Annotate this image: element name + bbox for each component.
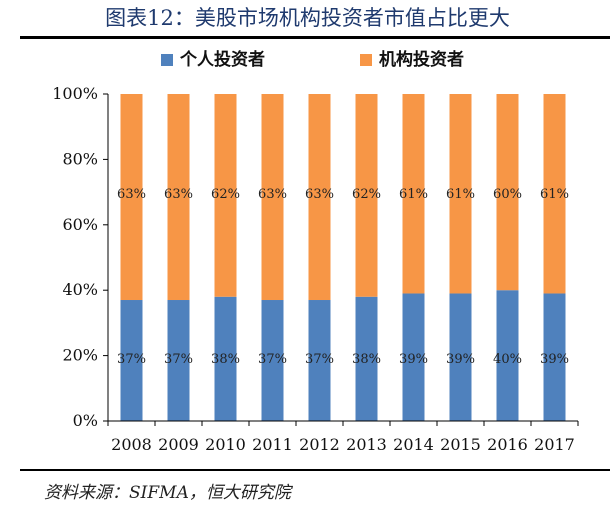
x-tick-label: 2012 — [299, 435, 340, 454]
data-label-institutional: 63% — [305, 187, 334, 202]
x-tick-label: 2015 — [440, 435, 481, 454]
legend-swatch-institutional — [360, 54, 372, 66]
bar-institutional — [214, 94, 237, 297]
bar-individual — [402, 293, 425, 421]
bar-institutional — [261, 94, 284, 301]
x-tick-label: 2011 — [252, 435, 293, 454]
data-label-individual: 39% — [399, 352, 428, 367]
y-tick-label: 60% — [62, 215, 98, 234]
bar-individual — [355, 296, 378, 421]
bar-individual — [167, 300, 190, 421]
x-tick-label: 2009 — [158, 435, 199, 454]
bar-individual — [214, 296, 237, 421]
bar-institutional — [308, 94, 331, 301]
bar-individual — [261, 300, 284, 421]
stacked-bar-chart: 0% 20% 40% 60% 80% 100% 37% 63% 2008 37% 63% 2009 38… — [52, 49, 579, 454]
data-label-individual: 40% — [493, 352, 522, 367]
y-tick-label: 0% — [73, 411, 98, 430]
data-label-individual: 37% — [305, 352, 334, 367]
data-label-individual: 39% — [540, 352, 569, 367]
data-label-institutional: 63% — [258, 187, 287, 202]
source-divider — [20, 469, 610, 471]
bar-individual — [543, 293, 566, 421]
data-label-institutional: 62% — [211, 187, 240, 202]
bar-institutional — [496, 94, 519, 291]
data-label-institutional: 62% — [352, 187, 381, 202]
y-tick-label: 100% — [52, 84, 98, 103]
legend-label-institutional: 机构投资者 — [379, 49, 464, 70]
y-tick-label: 40% — [62, 280, 98, 299]
bar-institutional — [543, 94, 566, 294]
bar-institutional — [355, 94, 378, 297]
bar-individual — [308, 300, 331, 421]
legend-swatch-individual — [161, 54, 173, 66]
bar-individual — [120, 300, 143, 421]
bar-institutional — [402, 94, 425, 294]
source-note: 资料来源：SIFMA，恒大研究院 — [44, 483, 291, 503]
data-label-individual: 39% — [446, 352, 475, 367]
chart-title: 图表12：美股市场机构投资者市值占比更大 — [105, 6, 510, 30]
data-label-institutional: 61% — [540, 187, 569, 202]
bar-institutional — [120, 94, 143, 301]
data-label-institutional: 63% — [117, 187, 146, 202]
y-tick-label: 80% — [62, 149, 98, 168]
bar-individual — [496, 290, 519, 421]
legend-label-individual: 个人投资者 — [179, 49, 265, 70]
data-label-institutional: 63% — [164, 187, 193, 202]
bar-institutional — [167, 94, 190, 301]
x-tick-label: 2013 — [346, 435, 387, 454]
bar-individual — [449, 293, 472, 421]
data-label-institutional: 60% — [493, 187, 522, 202]
data-label-individual: 38% — [352, 352, 381, 367]
y-tick-label: 20% — [62, 346, 98, 365]
x-tick-label: 2014 — [393, 435, 434, 454]
bar-institutional — [449, 94, 472, 294]
x-tick-label: 2016 — [487, 435, 528, 454]
x-tick-label: 2010 — [205, 435, 246, 454]
title-divider — [20, 36, 610, 39]
data-label-individual: 38% — [211, 352, 240, 367]
data-label-individual: 37% — [117, 352, 146, 367]
data-label-individual: 37% — [164, 352, 193, 367]
x-tick-label: 2017 — [534, 435, 575, 454]
data-label-institutional: 61% — [399, 187, 428, 202]
data-label-institutional: 61% — [446, 187, 475, 202]
x-tick-label: 2008 — [111, 435, 152, 454]
data-label-individual: 37% — [258, 352, 287, 367]
